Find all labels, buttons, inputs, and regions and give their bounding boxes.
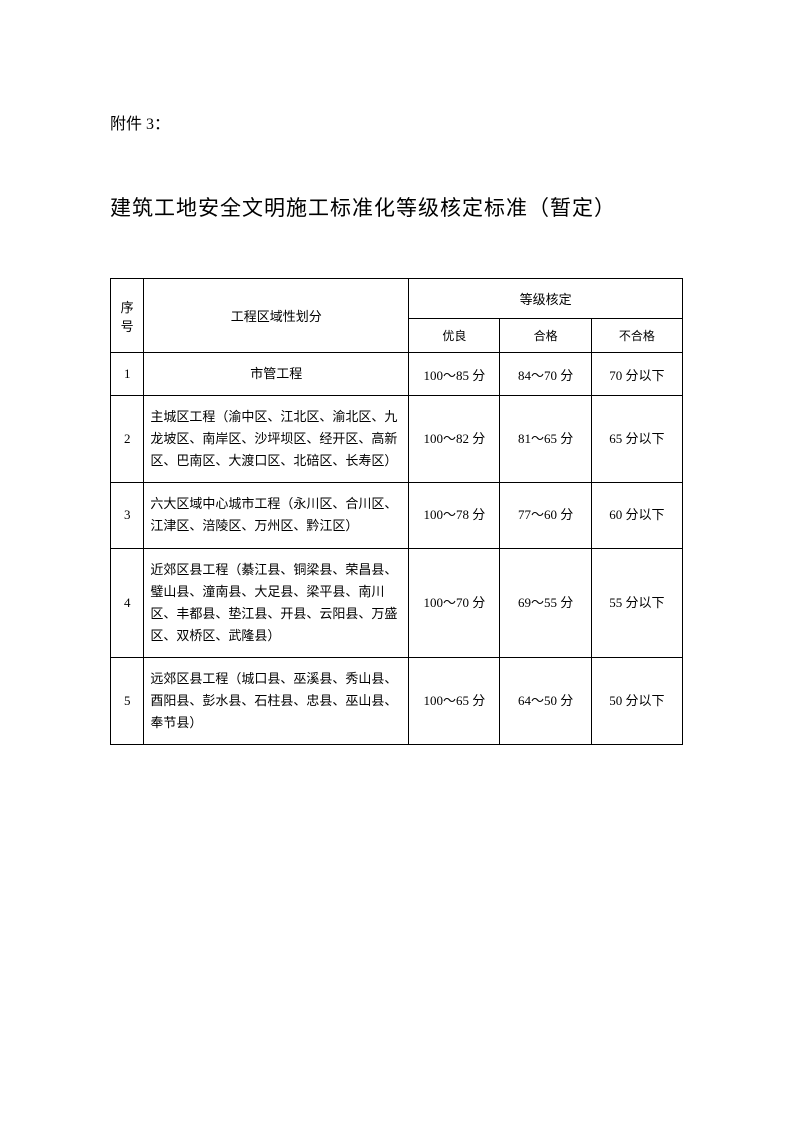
header-region: 工程区域性划分	[144, 279, 409, 353]
cell-region: 近郊区县工程（綦江县、铜梁县、荣昌县、璧山县、潼南县、大足县、梁平县、南川区、丰…	[144, 548, 409, 657]
cell-seq: 1	[111, 353, 144, 396]
cell-region: 主城区工程（渝中区、江北区、渝北区、九龙坡区、南岸区、沙坪坝区、经开区、高新区、…	[144, 396, 409, 483]
cell-fail: 60 分以下	[591, 483, 682, 548]
cell-excellent: 100～78 分	[409, 483, 500, 548]
header-pass: 合格	[500, 319, 591, 353]
cell-fail: 50 分以下	[591, 657, 682, 744]
table-header-row-1: 序号 工程区域性划分 等级核定	[111, 279, 683, 319]
standards-table: 序号 工程区域性划分 等级核定 优良 合格 不合格 1 市管工程 100～85 …	[110, 278, 683, 745]
table-row: 4 近郊区县工程（綦江县、铜梁县、荣昌县、璧山县、潼南县、大足县、梁平县、南川区…	[111, 548, 683, 657]
cell-fail: 55 分以下	[591, 548, 682, 657]
table-row: 3 六大区域中心城市工程（永川区、合川区、江津区、涪陵区、万州区、黔江区） 10…	[111, 483, 683, 548]
main-title: 建筑工地安全文明施工标准化等级核定标准（暂定）	[110, 192, 683, 222]
cell-seq: 2	[111, 396, 144, 483]
cell-excellent: 100～82 分	[409, 396, 500, 483]
cell-region: 六大区域中心城市工程（永川区、合川区、江津区、涪陵区、万州区、黔江区）	[144, 483, 409, 548]
header-fail: 不合格	[591, 319, 682, 353]
cell-excellent: 100～70 分	[409, 548, 500, 657]
header-seq: 序号	[111, 279, 144, 353]
header-grade-group: 等级核定	[409, 279, 683, 319]
cell-seq: 4	[111, 548, 144, 657]
cell-pass: 64～50 分	[500, 657, 591, 744]
cell-region: 远郊区县工程（城口县、巫溪县、秀山县、酉阳县、彭水县、石柱县、忠县、巫山县、奉节…	[144, 657, 409, 744]
header-excellent: 优良	[409, 319, 500, 353]
cell-pass: 81～65 分	[500, 396, 591, 483]
cell-excellent: 100～85 分	[409, 353, 500, 396]
cell-excellent: 100～65 分	[409, 657, 500, 744]
table-row: 5 远郊区县工程（城口县、巫溪县、秀山县、酉阳县、彭水县、石柱县、忠县、巫山县、…	[111, 657, 683, 744]
cell-pass: 77～60 分	[500, 483, 591, 548]
cell-pass: 84～70 分	[500, 353, 591, 396]
cell-region: 市管工程	[144, 353, 409, 396]
cell-pass: 69～55 分	[500, 548, 591, 657]
cell-fail: 65 分以下	[591, 396, 682, 483]
table-row: 2 主城区工程（渝中区、江北区、渝北区、九龙坡区、南岸区、沙坪坝区、经开区、高新…	[111, 396, 683, 483]
attachment-label: 附件 3：	[110, 110, 683, 134]
table-row: 1 市管工程 100～85 分 84～70 分 70 分以下	[111, 353, 683, 396]
cell-seq: 3	[111, 483, 144, 548]
cell-fail: 70 分以下	[591, 353, 682, 396]
cell-seq: 5	[111, 657, 144, 744]
